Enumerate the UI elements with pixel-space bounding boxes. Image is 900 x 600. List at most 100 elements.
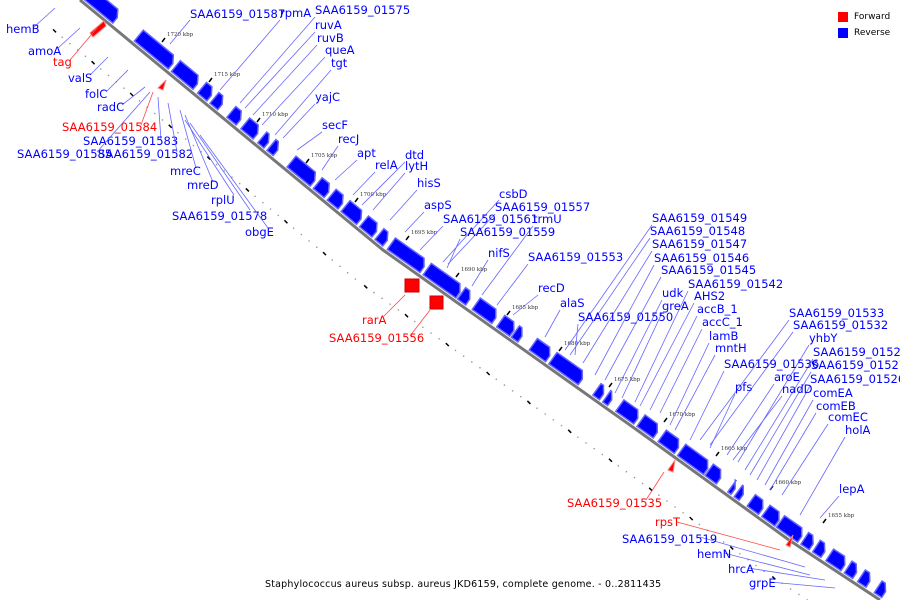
gene-label-hemN[interactable]: hemN bbox=[697, 547, 731, 561]
gene-label-accC_1[interactable]: accC_1 bbox=[702, 315, 743, 329]
gene-label-udk[interactable]: udk bbox=[662, 286, 684, 300]
gene-label-lamB[interactable]: lamB bbox=[709, 329, 738, 343]
gene-label-lepA[interactable]: lepA bbox=[839, 482, 865, 496]
forward-gene-rarA[interactable] bbox=[404, 278, 420, 293]
forward-gene-SAA6159_01556[interactable] bbox=[429, 295, 444, 310]
reverse-gene[interactable] bbox=[824, 548, 846, 572]
reverse-gene[interactable] bbox=[704, 463, 722, 485]
gene-label-SAA6159_01575[interactable]: SAA6159_01575 bbox=[315, 3, 410, 17]
gene-label-SAA6159_01561[interactable]: SAA6159_01561 bbox=[443, 212, 538, 226]
gene-label-SAA6159_01547[interactable]: SAA6159_01547 bbox=[652, 237, 747, 251]
reverse-gene[interactable] bbox=[657, 429, 680, 455]
reverse-gene[interactable] bbox=[799, 531, 814, 551]
gene-label-SAA6159_01549[interactable]: SAA6159_01549 bbox=[652, 211, 747, 225]
gene-label-tag[interactable]: tag bbox=[53, 55, 72, 69]
gene-label-hisS[interactable]: hisS bbox=[417, 176, 441, 190]
forward-gene[interactable] bbox=[667, 459, 676, 473]
gene-label-alaS[interactable]: alaS bbox=[560, 296, 585, 310]
reverse-gene[interactable] bbox=[510, 324, 523, 343]
reverse-gene[interactable] bbox=[239, 116, 259, 141]
gene-label-amoA[interactable]: amoA bbox=[28, 44, 61, 58]
reverse-gene[interactable] bbox=[591, 382, 605, 401]
reverse-gene[interactable] bbox=[170, 59, 199, 91]
reverse-gene[interactable] bbox=[256, 130, 270, 149]
gene-label-nifS[interactable]: nifS bbox=[488, 246, 510, 260]
gene-label-rpmA[interactable]: rpmA bbox=[280, 6, 311, 20]
gene-label-SAA6159_01550[interactable]: SAA6159_01550 bbox=[578, 310, 673, 324]
gene-label-rpsT[interactable]: rpsT bbox=[655, 515, 681, 529]
gene-label-folC[interactable]: folC bbox=[85, 87, 107, 101]
gene-label-aspS[interactable]: aspS bbox=[424, 198, 452, 212]
gene-label-accB_1[interactable]: accB_1 bbox=[697, 302, 738, 316]
reverse-gene[interactable] bbox=[358, 214, 378, 239]
gene-label-obgE[interactable]: obgE bbox=[245, 225, 274, 239]
gene-label-SAA6159_01582[interactable]: SAA6159_01582 bbox=[98, 147, 193, 161]
gene-label-SAA6159_01519[interactable]: SAA6159_01519 bbox=[622, 532, 717, 546]
gene-label-SAA6159_01583[interactable]: SAA6159_01583 bbox=[83, 134, 178, 148]
gene-label-hrcA[interactable]: hrcA bbox=[728, 562, 754, 576]
gene-label-nadD[interactable]: nadD bbox=[782, 382, 813, 396]
gene-label-SAA6159_01553[interactable]: SAA6159_01553 bbox=[528, 250, 623, 264]
gene-label-rarA[interactable]: rarA bbox=[362, 313, 387, 327]
gene-label-SAA6159_01546[interactable]: SAA6159_01546 bbox=[654, 251, 749, 265]
reverse-gene[interactable] bbox=[456, 286, 471, 306]
gene-label-SAA6159_01585[interactable]: SAA6159_01585 bbox=[17, 147, 112, 161]
gene-label-SAA6159_01536[interactable]: SAA6159_01536 bbox=[724, 357, 819, 371]
gene-label-SAA6159_01532[interactable]: SAA6159_01532 bbox=[793, 318, 888, 332]
reverse-gene[interactable] bbox=[676, 443, 709, 476]
gene-label-rplU[interactable]: rplU bbox=[211, 193, 235, 207]
gene-label-grpE[interactable]: grpE bbox=[749, 576, 776, 590]
gene-label-pfs[interactable]: pfs bbox=[735, 380, 752, 394]
gene-label-SAA6159_01556[interactable]: SAA6159_01556 bbox=[329, 331, 424, 345]
gene-label-relA[interactable]: relA bbox=[375, 158, 398, 172]
gene-label-hemB[interactable]: hemB bbox=[6, 22, 40, 36]
gene-label-SAA6159_01526[interactable]: SAA6159_01526 bbox=[810, 372, 900, 386]
gene-label-mreC[interactable]: mreC bbox=[170, 164, 201, 178]
gene-label-SAA6159_01535[interactable]: SAA6159_01535 bbox=[567, 496, 662, 510]
reverse-gene[interactable] bbox=[386, 236, 425, 274]
reverse-gene[interactable] bbox=[733, 484, 745, 502]
reverse-gene[interactable] bbox=[873, 579, 887, 599]
gene-label-queA[interactable]: queA bbox=[325, 43, 355, 57]
reverse-gene[interactable] bbox=[471, 297, 497, 325]
reverse-gene[interactable] bbox=[208, 91, 224, 111]
reverse-gene[interactable] bbox=[225, 105, 242, 127]
gene-label-comEB[interactable]: comEB bbox=[816, 399, 856, 413]
gene-label-dtd[interactable]: dtd bbox=[405, 148, 424, 162]
gene-label-SAA6159_01559[interactable]: SAA6159_01559 bbox=[460, 225, 555, 239]
reverse-gene[interactable] bbox=[495, 314, 515, 338]
gene-label-SAA6159_01533[interactable]: SAA6159_01533 bbox=[789, 306, 884, 320]
reverse-gene[interactable] bbox=[82, 0, 119, 25]
reverse-gene[interactable] bbox=[726, 478, 738, 496]
reverse-gene[interactable] bbox=[775, 514, 803, 544]
gene-label-aroE[interactable]: aroE bbox=[774, 370, 800, 384]
gene-label-SAA6159_01584[interactable]: SAA6159_01584 bbox=[62, 120, 157, 134]
gene-label-yhbY[interactable]: yhbY bbox=[809, 331, 838, 345]
gene-label-mreD[interactable]: mreD bbox=[187, 178, 219, 192]
reverse-gene[interactable] bbox=[601, 389, 613, 407]
gene-label-ruvA[interactable]: ruvA bbox=[315, 18, 342, 32]
forward-gene[interactable] bbox=[157, 79, 167, 91]
gene-label-AHS2[interactable]: AHS2 bbox=[694, 289, 725, 303]
reverse-gene[interactable] bbox=[746, 493, 764, 516]
reverse-gene[interactable] bbox=[635, 413, 659, 440]
reverse-gene[interactable] bbox=[340, 199, 363, 226]
reverse-gene[interactable] bbox=[196, 81, 213, 102]
reverse-gene[interactable] bbox=[760, 504, 780, 528]
gene-label-SAA6159_01542[interactable]: SAA6159_01542 bbox=[688, 277, 783, 291]
gene-label-yajC[interactable]: yajC bbox=[315, 90, 340, 104]
gene-label-mntH[interactable]: mntH bbox=[715, 341, 747, 355]
gene-label-SAA6159_01587[interactable]: SAA6159_01587 bbox=[190, 7, 285, 21]
reverse-gene[interactable] bbox=[326, 188, 344, 211]
forward-gene[interactable] bbox=[785, 534, 794, 548]
reverse-gene[interactable] bbox=[312, 176, 330, 199]
gene-label-SAA6159_01578[interactable]: SAA6159_01578 bbox=[172, 209, 267, 223]
gene-label-tgt[interactable]: tgt bbox=[331, 56, 348, 70]
gene-label-comEA[interactable]: comEA bbox=[813, 386, 853, 400]
reverse-gene[interactable] bbox=[133, 29, 175, 71]
reverse-gene[interactable] bbox=[843, 560, 858, 580]
gene-label-recD[interactable]: recD bbox=[538, 281, 565, 295]
gene-label-holA[interactable]: holA bbox=[845, 423, 871, 437]
reverse-gene[interactable] bbox=[614, 398, 639, 426]
gene-label-recJ[interactable]: recJ bbox=[338, 132, 359, 146]
